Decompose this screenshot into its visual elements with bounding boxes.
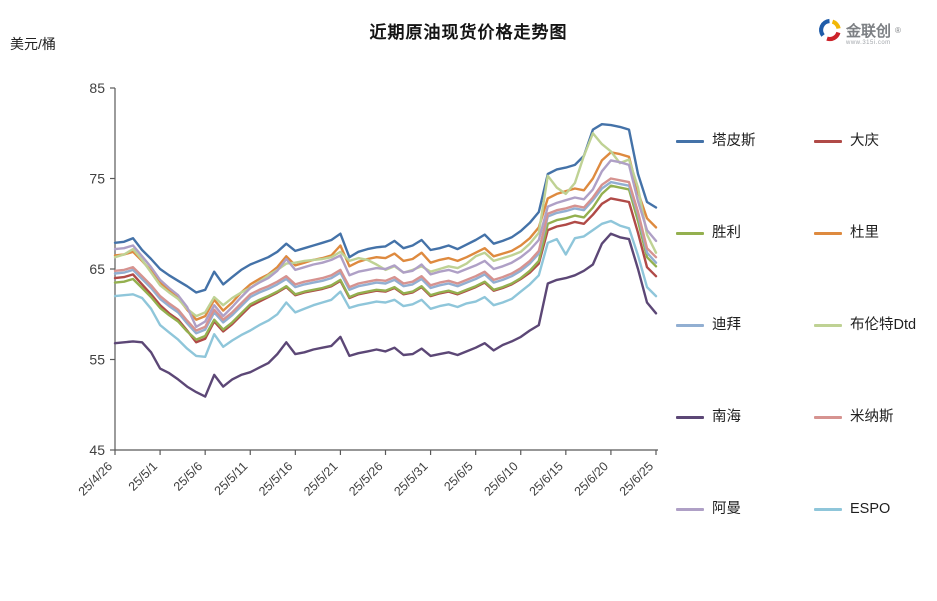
legend-item-daqing: 大庆 (814, 132, 932, 152)
legend-item-minas: 米纳斯 (814, 408, 932, 428)
legend-item-shengli: 胜利 (676, 224, 814, 244)
svg-text:25/4/26: 25/4/26 (76, 459, 115, 498)
logo-text: 金联创 (846, 22, 892, 40)
svg-text:45: 45 (89, 442, 105, 458)
svg-text:25/5/16: 25/5/16 (256, 459, 295, 498)
chart-title: 近期原油现货价格走势图 (369, 23, 568, 42)
svg-text:25/5/31: 25/5/31 (391, 459, 430, 498)
legend-line-swatch (814, 508, 842, 511)
svg-text:25/5/21: 25/5/21 (301, 459, 340, 498)
jlc-logo-icon (819, 18, 841, 42)
legend-label: 阿曼 (712, 501, 741, 517)
legend-item-tapis: 塔皮斯 (676, 132, 814, 152)
legend-line-swatch (814, 232, 842, 235)
logo: 金联创 ® www.315i.com (818, 18, 928, 46)
legend-label: 米纳斯 (850, 409, 894, 425)
svg-text:25/6/25: 25/6/25 (617, 459, 656, 498)
legend-label: 塔皮斯 (712, 133, 756, 149)
legend-line-swatch (676, 140, 704, 143)
legend-label: ESPO (850, 501, 891, 517)
logo-url-text: www.315i.com (846, 40, 891, 46)
legend-item-duri: 杜里 (814, 224, 932, 244)
legend-label: 布伦特Dtd (850, 317, 917, 333)
legend-item-oman: 阿曼 (676, 500, 814, 520)
legend-label: 迪拜 (712, 317, 741, 333)
legend-line-swatch (676, 416, 704, 419)
legend-item-dubai: 迪拜 (676, 316, 814, 336)
legend-item-brent-dtd: 布伦特Dtd (814, 316, 932, 336)
legend-label: 胜利 (712, 225, 741, 241)
svg-text:25/6/5: 25/6/5 (441, 459, 476, 494)
svg-text:25/5/6: 25/5/6 (171, 459, 206, 494)
svg-text:25/6/20: 25/6/20 (572, 459, 611, 498)
legend-line-swatch (814, 416, 842, 419)
legend-label: 杜里 (850, 225, 879, 241)
svg-text:25/5/26: 25/5/26 (346, 459, 385, 498)
logo-reg-mark: ® (895, 25, 901, 35)
svg-text:55: 55 (89, 352, 105, 368)
svg-text:65: 65 (89, 261, 105, 277)
legend-item-espo: ESPO (814, 500, 932, 520)
legend-line-swatch (676, 324, 704, 327)
legend-item-nanhai: 南海 (676, 408, 814, 428)
svg-text:25/5/11: 25/5/11 (212, 459, 251, 498)
svg-text:25/6/10: 25/6/10 (481, 459, 520, 498)
svg-text:25/5/1: 25/5/1 (126, 459, 161, 494)
legend-line-swatch (814, 324, 842, 327)
chart-legend: 塔皮斯 大庆 胜利 杜里 迪拜 布伦特Dtd 南海 米纳斯 (676, 132, 932, 592)
y-axis-unit-label: 美元/桶 (10, 36, 56, 52)
legend-label: 南海 (712, 409, 741, 425)
legend-line-swatch (814, 140, 842, 143)
svg-text:25/6/15: 25/6/15 (527, 459, 566, 498)
legend-line-swatch (676, 508, 704, 511)
svg-text:85: 85 (89, 80, 105, 96)
legend-line-swatch (676, 232, 704, 235)
svg-text:75: 75 (89, 171, 105, 187)
legend-label: 大庆 (850, 133, 879, 149)
